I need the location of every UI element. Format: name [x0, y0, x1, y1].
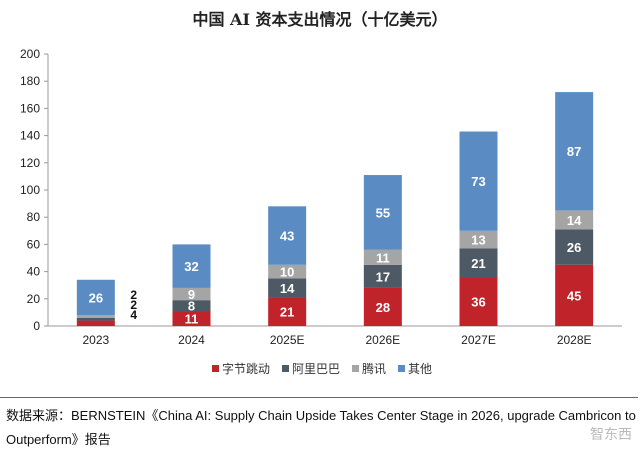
bar-segment [172, 244, 211, 288]
bar-segment [459, 248, 498, 278]
bar-segment [459, 277, 498, 326]
data-label: 26 [89, 290, 103, 305]
legend-item: 字节跳动 [212, 360, 270, 377]
bar-segment [172, 300, 211, 312]
data-label: 17 [376, 269, 390, 284]
legend-label: 腾讯 [362, 362, 387, 376]
data-label: 21 [471, 256, 485, 271]
chart-title: 中国 AI 资本支出情况（十亿美元） [192, 10, 448, 29]
data-label: 45 [567, 288, 581, 303]
data-label: 11 [376, 250, 390, 265]
y-tick-label: 200 [20, 47, 40, 61]
bar-segment [363, 175, 402, 250]
source-note: 数据来源：BERNSTEIN《China AI: Supply Chain Up… [6, 408, 636, 447]
legend-label: 字节跳动 [222, 362, 271, 376]
y-tick-label: 0 [33, 319, 40, 333]
bar-segment [555, 210, 594, 230]
y-tick-label: 80 [27, 210, 41, 224]
x-tick-label: 2023 [82, 333, 109, 347]
y-tick-label: 20 [27, 292, 41, 306]
legend-swatch [398, 365, 406, 372]
data-label-2023: 2 [130, 298, 137, 312]
data-label: 26 [567, 240, 581, 255]
data-label: 14 [567, 213, 582, 228]
data-label: 87 [567, 144, 581, 159]
data-label: 11 [185, 312, 199, 327]
data-label: 21 [280, 305, 294, 320]
bar-segment [172, 287, 211, 301]
legend-item: 其他 [398, 360, 432, 377]
data-label: 32 [184, 259, 198, 274]
bar-segment [268, 264, 307, 279]
legend-item: 阿里巴巴 [282, 360, 340, 377]
bar-segment [76, 315, 115, 318]
bar-segment [76, 279, 115, 316]
bar-segment [172, 311, 211, 326]
y-tick-label: 100 [20, 183, 40, 197]
bar-segment [555, 92, 594, 211]
legend-swatch [212, 365, 219, 372]
legend-label: 阿里巴巴 [292, 362, 341, 376]
legend: 字节跳动 阿里巴巴 腾讯 其他 [212, 360, 432, 377]
bar-segment [363, 287, 402, 326]
y-tick-label: 160 [20, 101, 40, 115]
data-label: 10 [280, 265, 294, 280]
data-label: 73 [471, 174, 485, 189]
x-tick-label: 2026E [365, 333, 400, 347]
legend-label: 其他 [408, 362, 433, 376]
x-tick-label: 2025E [270, 333, 305, 347]
x-tick-label: 2024 [178, 333, 205, 347]
bar-segment [268, 297, 307, 326]
divider [0, 397, 638, 398]
legend-item: 腾讯 [352, 360, 386, 377]
data-label: 9 [188, 287, 195, 302]
y-tick-label: 60 [27, 237, 41, 251]
data-label: 28 [376, 300, 390, 315]
bar-segment [268, 278, 307, 298]
bar-segment [555, 264, 594, 326]
data-label: 8 [188, 299, 195, 314]
legend-swatch [282, 365, 290, 372]
data-label-2023: 2 [130, 288, 137, 302]
bar-segment [459, 230, 498, 249]
stacked-bar-chart: 0204060801001201401601802002023262024118… [20, 47, 622, 347]
bar-segment [76, 320, 115, 326]
bar-segment [268, 206, 307, 265]
y-tick-label: 40 [27, 265, 41, 279]
data-label: 36 [471, 295, 485, 310]
data-label: 13 [471, 233, 485, 248]
bar-segment [76, 317, 115, 321]
bar-segment [459, 131, 498, 231]
y-tick-label: 180 [20, 74, 40, 88]
bar-segment [363, 249, 402, 265]
bar-segment [363, 264, 402, 288]
data-label: 55 [376, 205, 390, 220]
x-tick-label: 2027E [461, 333, 496, 347]
y-tick-label: 120 [20, 156, 40, 170]
bar-segment [555, 229, 594, 265]
watermark: 智东西 [590, 426, 632, 442]
x-tick-label: 2028E [557, 333, 592, 347]
y-tick-label: 140 [20, 129, 40, 143]
data-label-2023: 4 [130, 308, 137, 322]
legend-swatch [352, 365, 360, 372]
data-label: 14 [280, 281, 295, 296]
data-label: 43 [280, 229, 294, 244]
